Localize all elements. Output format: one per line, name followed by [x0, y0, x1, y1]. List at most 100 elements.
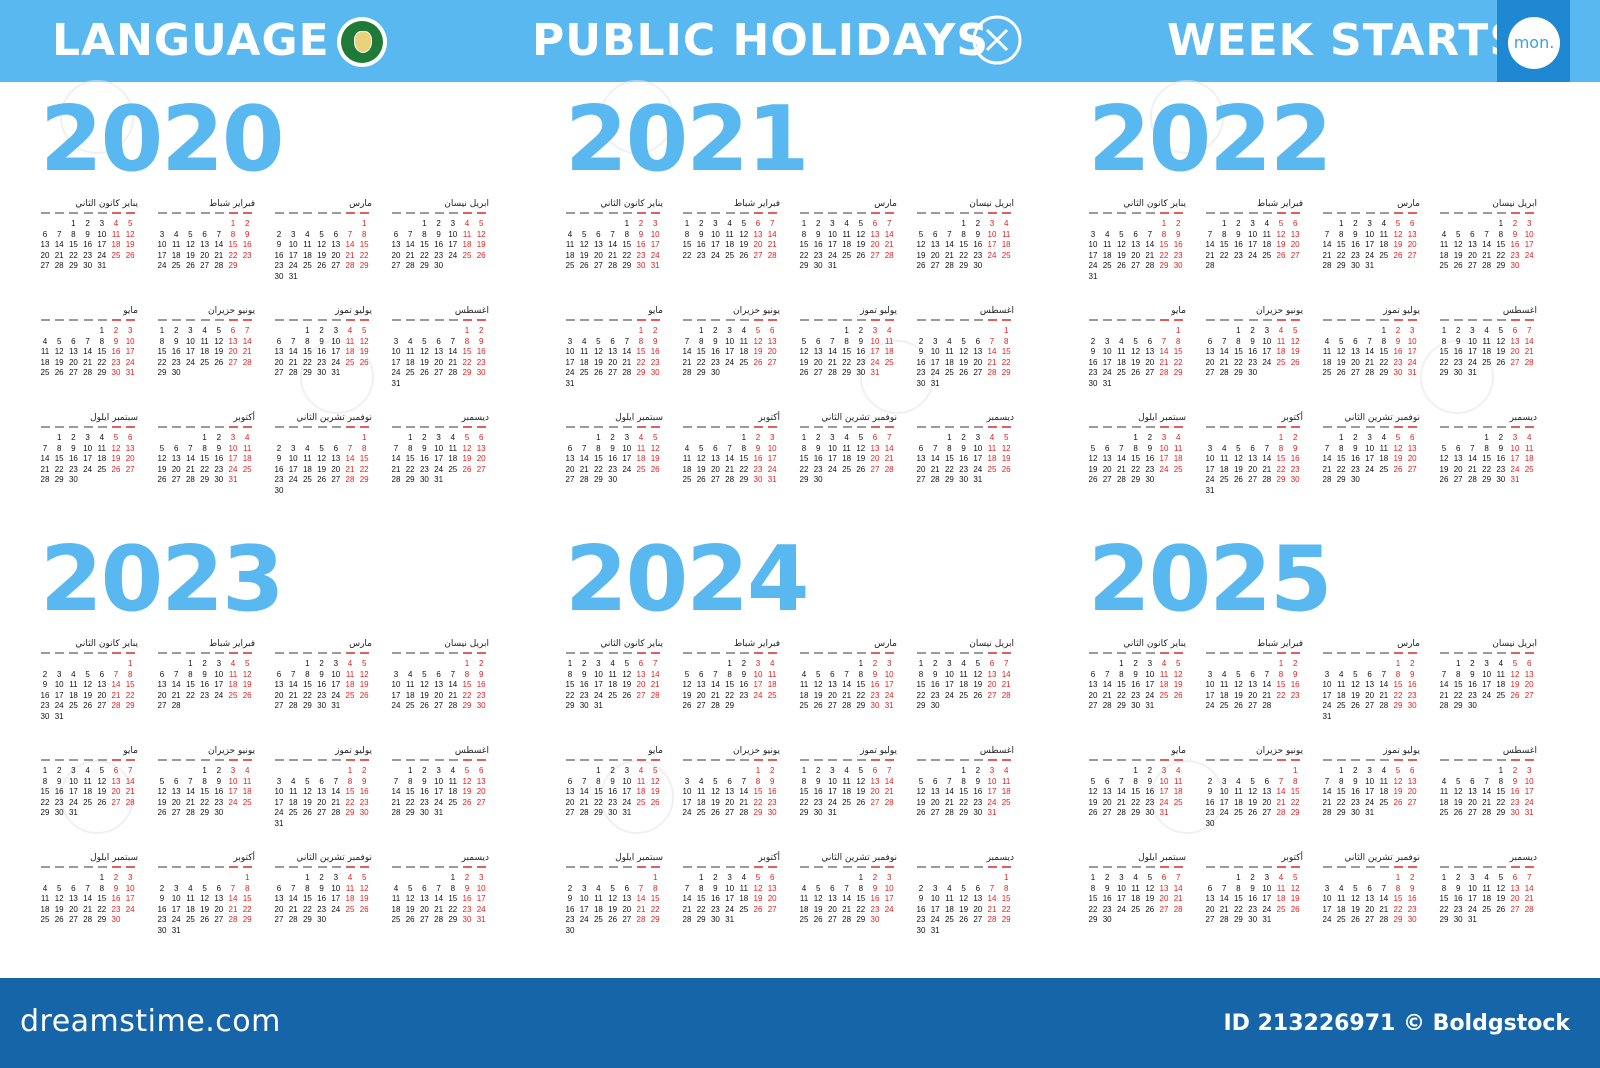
- day-cell: 10: [565, 347, 575, 356]
- day-cell: 3: [290, 443, 296, 453]
- day-cell: 17: [97, 240, 107, 249]
- day-cell: 26: [302, 808, 312, 817]
- day-cell: 22: [157, 357, 167, 367]
- day-cell: 5: [596, 336, 601, 346]
- day-cell: 18: [767, 680, 777, 689]
- day-cell: 14: [622, 347, 632, 356]
- day-cell: 7: [56, 229, 62, 239]
- day-cell: 10: [331, 336, 341, 346]
- day-cell: 12: [579, 240, 589, 249]
- day-cell: 6: [713, 443, 718, 453]
- day-cell: 20: [1524, 680, 1534, 689]
- day-cell: 29: [68, 261, 78, 270]
- day-cell: 10: [476, 883, 486, 893]
- day-cell: 10: [1262, 336, 1272, 346]
- day-cell: 9: [610, 776, 615, 786]
- day-cell: 8: [652, 883, 658, 893]
- day-cell: 18: [1001, 787, 1011, 796]
- day-cell: 24: [710, 250, 720, 260]
- day-cell: 30: [68, 475, 78, 484]
- day-cell: 28: [331, 808, 341, 817]
- day-cell: 12: [1393, 443, 1403, 453]
- day-cell: 24: [579, 915, 589, 924]
- watermark-circle: [1420, 340, 1494, 414]
- day-cell: 5: [975, 659, 981, 668]
- day-cell: 18: [1219, 690, 1229, 700]
- day-cell: 26: [1145, 904, 1155, 914]
- day-cell: 13: [870, 776, 880, 786]
- day-cell: 25: [842, 250, 852, 260]
- day-cell: 30: [1145, 475, 1155, 484]
- day-cell: 20: [987, 680, 997, 689]
- day-cell: 24: [725, 904, 735, 914]
- day-cell: 2: [1353, 766, 1358, 775]
- day-cell: 16: [650, 347, 660, 356]
- day-cell: 1: [1338, 219, 1344, 228]
- day-cell: 12: [1453, 240, 1463, 249]
- day-cell: 6: [1409, 433, 1415, 442]
- day-cell: 17: [1524, 240, 1534, 249]
- day-cell: 11: [1131, 883, 1140, 893]
- day-cell: 26: [813, 915, 823, 924]
- day-cell: 4: [1526, 433, 1532, 442]
- day-cell: 14: [434, 894, 444, 903]
- day-cell: 7: [436, 883, 441, 893]
- day-cell: 15: [1276, 454, 1286, 463]
- day-cell: 24: [288, 261, 298, 270]
- day-cell: 27: [171, 808, 181, 817]
- day-cell: 24: [448, 250, 458, 260]
- day-cell: 10: [1524, 776, 1534, 786]
- day-cell: 27: [68, 368, 78, 377]
- day-cell: 13: [565, 454, 575, 463]
- month-name: نوفمبر تشرين الثاني: [1344, 413, 1420, 423]
- day-cell: 13: [1467, 240, 1477, 249]
- day-cell: 10: [391, 347, 401, 356]
- day-cell: 19: [54, 357, 64, 367]
- day-cell: 1: [56, 433, 62, 442]
- day-cell: 5: [801, 336, 807, 346]
- day-cell: 25: [1482, 904, 1492, 914]
- month-calendar: ابريل نيسان 1 2 3 4 5 6 7 8 9 10 11 12 13 14 15 16 17 18 19…: [391, 199, 491, 281]
- day-cell: 24: [331, 357, 341, 367]
- day-cell: 21: [331, 797, 341, 807]
- day-cell: 28: [345, 475, 355, 484]
- day-cell: 20: [171, 797, 181, 807]
- day-cell: 10: [228, 443, 238, 453]
- day-cell: 22: [1336, 464, 1346, 474]
- day-cell: 10: [97, 229, 107, 239]
- day-cell: 8: [801, 443, 807, 453]
- day-cell: 22: [242, 904, 252, 914]
- day-cell: 28: [987, 915, 997, 924]
- day-cell: 8: [1236, 883, 1241, 893]
- day-cell: 7: [947, 229, 952, 239]
- day-cell: 12: [1088, 787, 1098, 796]
- day-cell: 7: [684, 336, 690, 346]
- day-cell: 17: [288, 250, 298, 260]
- day-cell: 15: [916, 680, 926, 689]
- day-cell: 6: [1250, 443, 1255, 453]
- day-cell: 31: [870, 368, 880, 377]
- day-cell: 9: [975, 776, 981, 786]
- day-cell: 12: [959, 894, 969, 903]
- day-cell: 19: [1350, 690, 1360, 700]
- day-cell: 2: [932, 659, 938, 668]
- day-cell: 9: [1147, 776, 1153, 786]
- day-cell: 2: [244, 219, 250, 228]
- day-cell: 15: [799, 240, 809, 249]
- day-cell: 11: [799, 894, 809, 903]
- day-cell: 20: [1145, 357, 1155, 367]
- day-cell: 10: [288, 454, 298, 463]
- day-cell: 10: [288, 240, 298, 249]
- day-cell: 29: [1379, 368, 1389, 377]
- day-cell: 19: [1290, 894, 1300, 903]
- day-cell: 26: [242, 690, 252, 700]
- day-cell: 18: [302, 250, 312, 260]
- day-cell: 21: [987, 904, 997, 914]
- day-cell: 3: [830, 219, 835, 228]
- month-name: يوليو تموز: [860, 306, 897, 316]
- day-cell: 12: [650, 776, 660, 786]
- month-calendar: اغسطس 1 2 3 4 5 6 7 8 9 10 11 12 13 14 15 16 17 18 19 20 21 22…: [391, 746, 491, 828]
- day-cell: 30: [1248, 368, 1258, 377]
- day-cell: 23: [1205, 808, 1215, 817]
- day-cell: 23: [214, 797, 224, 807]
